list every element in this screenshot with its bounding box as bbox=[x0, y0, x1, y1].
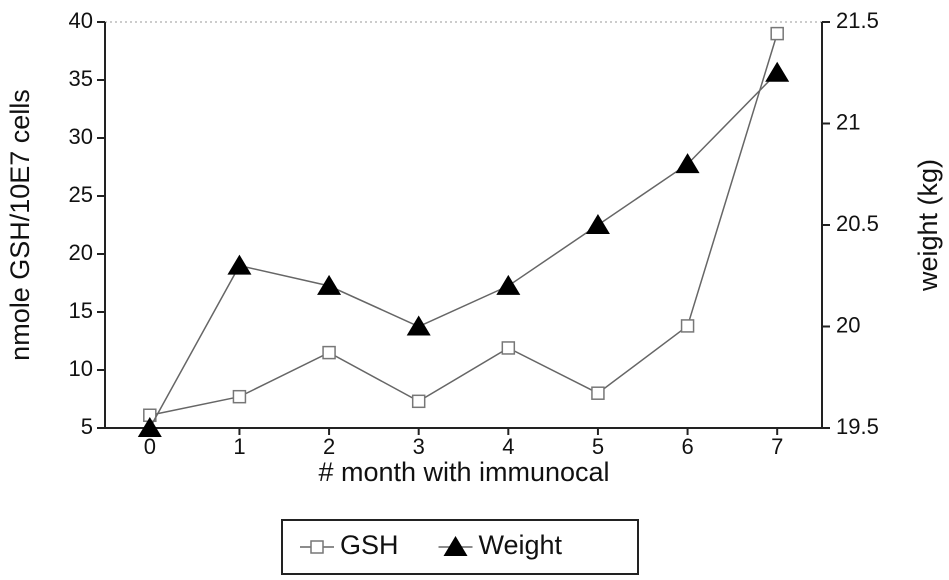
y-tick-label: 5 bbox=[81, 414, 93, 439]
legend-label: GSH bbox=[340, 530, 399, 560]
x-tick-label: 4 bbox=[502, 434, 514, 459]
data-point bbox=[585, 214, 610, 234]
data-point bbox=[227, 254, 252, 275]
data-point bbox=[770, 26, 784, 41]
data-point bbox=[406, 315, 431, 336]
y-tick-label: 25 bbox=[69, 182, 93, 207]
data-point bbox=[675, 153, 700, 174]
data-point bbox=[137, 417, 162, 437]
y-tick-label: 10 bbox=[69, 356, 93, 381]
data-point bbox=[496, 274, 521, 295]
x-tick-label: 6 bbox=[681, 434, 693, 459]
y2-tick-label: 21.5 bbox=[836, 8, 879, 33]
data-point bbox=[411, 394, 426, 409]
data-point bbox=[765, 61, 790, 82]
x-axis-title: # month with immunocal bbox=[318, 457, 609, 487]
data-point bbox=[317, 274, 342, 295]
data-point bbox=[680, 319, 695, 333]
series-line bbox=[149, 72, 778, 429]
x-tick-label: 5 bbox=[592, 434, 604, 459]
data-point bbox=[591, 386, 605, 400]
x-tick-label: 3 bbox=[413, 434, 425, 459]
y-tick-label: 40 bbox=[69, 8, 93, 33]
x-tick-label: 0 bbox=[144, 434, 156, 459]
legend-marker bbox=[443, 536, 468, 556]
x-tick-label: 1 bbox=[233, 434, 245, 459]
legend-marker bbox=[310, 540, 324, 554]
y2-tick-label: 19.5 bbox=[836, 414, 879, 439]
x-tick-label: 2 bbox=[323, 434, 335, 459]
data-point bbox=[322, 345, 336, 360]
y2-axis-title: weight (kg) bbox=[913, 159, 943, 292]
y2-tick-label: 21 bbox=[836, 109, 860, 134]
y-tick-label: 15 bbox=[69, 298, 93, 323]
data-point bbox=[501, 341, 516, 355]
legend-label: Weight bbox=[479, 530, 563, 560]
data-point bbox=[232, 389, 247, 404]
y-tick-label: 30 bbox=[69, 124, 93, 149]
plot-frame bbox=[104, 21, 823, 429]
y-tick-label: 35 bbox=[69, 66, 93, 91]
y2-tick-label: 20 bbox=[836, 312, 860, 337]
y-tick-label: 20 bbox=[69, 240, 93, 265]
x-tick-label: 7 bbox=[771, 434, 783, 459]
series-line bbox=[149, 33, 778, 416]
y-axis-title: nmole GSH/10E7 cells bbox=[5, 89, 35, 361]
y2-tick-label: 20.5 bbox=[836, 211, 879, 236]
